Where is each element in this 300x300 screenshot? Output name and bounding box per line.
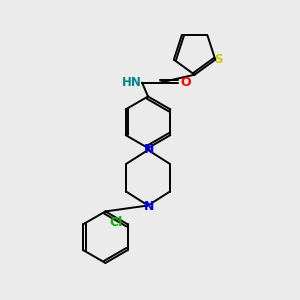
Text: O: O xyxy=(180,76,191,89)
Text: N: N xyxy=(144,142,154,155)
Text: HN: HN xyxy=(122,76,142,89)
Text: Cl: Cl xyxy=(109,216,122,229)
Text: N: N xyxy=(144,200,154,213)
Text: S: S xyxy=(214,53,223,66)
